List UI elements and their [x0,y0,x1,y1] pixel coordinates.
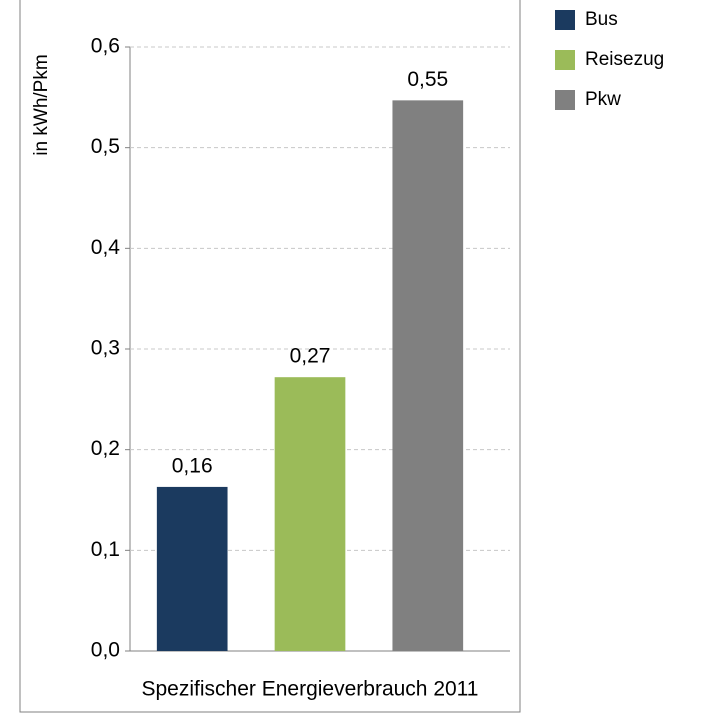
y-tick-label: 0,6 [91,35,120,58]
legend-swatch [555,90,575,110]
data-label: 0,27 [290,345,331,368]
chart-frame [19,0,521,713]
legend-label: Bus [585,9,618,30]
data-label: 0,16 [172,454,213,477]
y-tick-label: 0,0 [91,639,120,662]
y-tick-label: 0,1 [91,538,120,561]
y-tick-label: 0,3 [91,337,120,360]
y-tick-label: 0,5 [91,135,120,158]
legend-label: Reisezug [585,49,664,70]
y-tick-label: 0,2 [91,437,120,460]
bar [156,486,228,651]
legend-swatch [555,10,575,30]
data-label: 0,55 [407,68,448,91]
y-axis-label: in kWh/Pkm [31,54,52,155]
bar [274,377,346,651]
x-tick-label: Spezifischer Energieverbrauch 2011 [142,678,479,701]
legend-label: Pkw [585,89,621,110]
legend-swatch [555,50,575,70]
bar [392,100,464,651]
y-tick-label: 0,4 [91,236,121,259]
